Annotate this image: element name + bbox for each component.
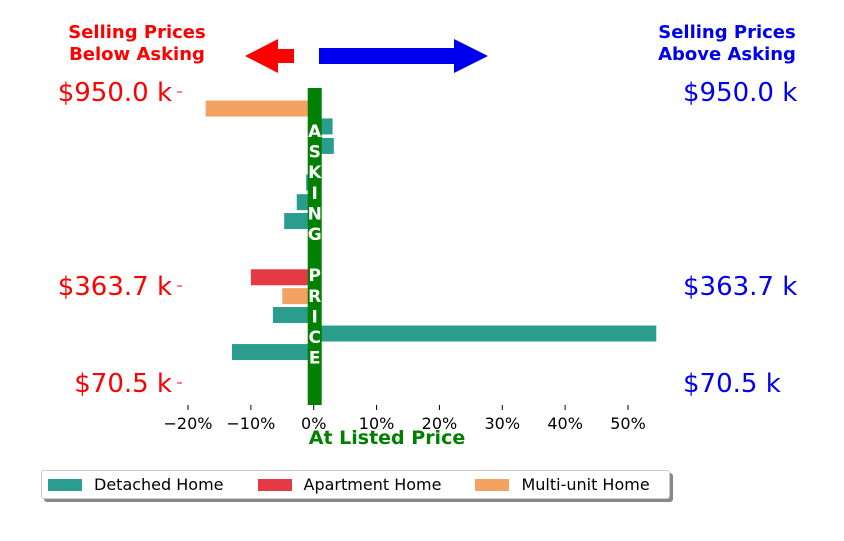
asking-price-letter: E bbox=[309, 349, 321, 369]
bar bbox=[272, 307, 314, 324]
legend: Detached Home Apartment Home Multi-unit Ho… bbox=[41, 470, 670, 499]
bar bbox=[250, 269, 314, 286]
y-tick-label-left: $950.0 k bbox=[58, 78, 172, 108]
asking-price-letter: N bbox=[308, 204, 322, 224]
bar bbox=[284, 213, 314, 230]
legend-item: Multi-unit Home bbox=[475, 475, 650, 494]
left-header-line: Below Asking bbox=[69, 44, 205, 65]
right-arrow-icon bbox=[319, 39, 488, 73]
bar bbox=[232, 344, 314, 361]
bar bbox=[313, 325, 657, 342]
asking-price-letter: A bbox=[308, 122, 322, 142]
x-tick-label: 40% bbox=[547, 414, 583, 433]
asking-price-letter: G bbox=[308, 225, 322, 245]
asking-price-line bbox=[307, 88, 322, 405]
x-tick-label: 50% bbox=[610, 414, 646, 433]
x-tick-label: 20% bbox=[422, 414, 458, 433]
asking-price-letter: R bbox=[308, 287, 321, 307]
y-tick-label-left: $363.7 k bbox=[58, 272, 172, 302]
x-tick-label: 10% bbox=[359, 414, 395, 433]
x-tick-label: −20% bbox=[164, 414, 213, 433]
asking-price-letter: S bbox=[309, 143, 321, 163]
y-tick-label-right: $950.0 k bbox=[683, 78, 797, 108]
legend-swatch bbox=[257, 478, 292, 491]
asking-price-letter: I bbox=[312, 307, 318, 327]
x-tick-label: 30% bbox=[485, 414, 521, 433]
asking-price-letter: P bbox=[308, 266, 320, 286]
y-tick-label-right: $363.7 k bbox=[683, 272, 797, 302]
bar bbox=[205, 100, 314, 117]
legend-label: Apartment Home bbox=[303, 475, 442, 494]
y-tick-label-right: $70.5 k bbox=[683, 369, 781, 399]
x-tick-label: 0% bbox=[301, 414, 326, 433]
left-arrow-icon bbox=[245, 39, 294, 73]
asking-price-letter: C bbox=[308, 328, 320, 348]
asking-price-letter: I bbox=[312, 184, 318, 204]
legend-item: Apartment Home bbox=[257, 475, 442, 494]
y-tick-label-left: $70.5 k bbox=[74, 369, 172, 399]
legend-swatch bbox=[48, 478, 82, 491]
legend-label: Detached Home bbox=[94, 475, 224, 494]
asking-price-letter: K bbox=[308, 163, 322, 183]
left-header-line: Selling Prices bbox=[68, 22, 205, 43]
legend-swatch bbox=[475, 478, 510, 491]
bar bbox=[282, 288, 314, 305]
x-axis-label: At Listed Price bbox=[309, 427, 465, 449]
right-header-line: Selling Prices bbox=[658, 22, 795, 43]
x-tick-label: −10% bbox=[226, 414, 275, 433]
legend-label: Multi-unit Home bbox=[521, 475, 650, 494]
right-header-line: Above Asking bbox=[658, 44, 796, 65]
legend-item: Detached Home bbox=[48, 475, 224, 494]
